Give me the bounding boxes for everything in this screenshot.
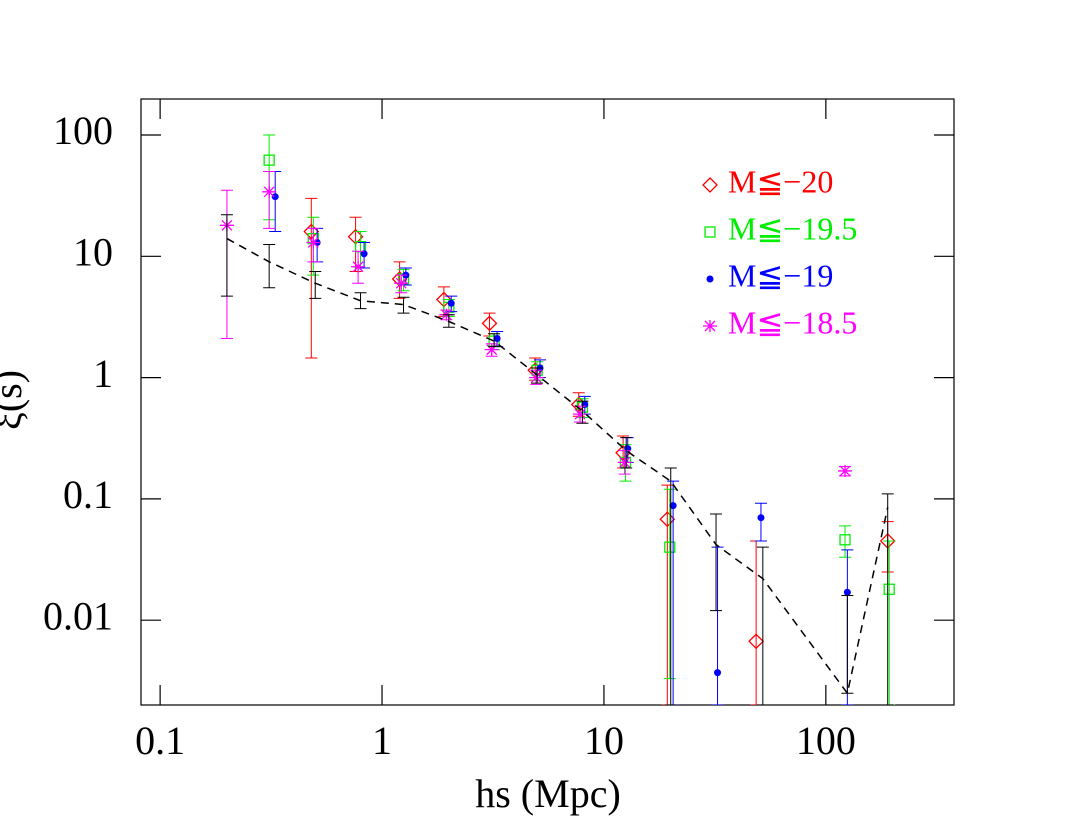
error-bar [710,513,723,612]
error-bar [841,594,854,694]
error-bar [397,296,410,314]
x-tick-label: 10 [584,718,624,763]
point [839,534,851,546]
error-bar [354,292,367,310]
error-bar [883,540,896,705]
error-bar [269,171,282,233]
point [262,185,277,198]
error-bar [661,484,674,705]
plot-area [219,134,896,705]
error-bar [488,333,501,348]
point [481,315,498,332]
legend-marker [703,320,717,332]
error-bar [263,244,276,289]
error-bar [354,231,367,269]
point [838,464,853,477]
x-tick-label: 1 [372,718,392,763]
error-bar [263,171,276,229]
error-bar [750,540,763,705]
error-bar [576,400,589,424]
legend-marker [704,226,716,238]
error-bar [531,367,544,384]
error-bar [664,467,677,705]
y-tick-label: 100 [53,108,113,153]
y-tick-label: 1 [93,351,113,396]
y-tick-label: 0.01 [43,593,113,638]
legend-label: M≦−19 [728,257,833,293]
error-bar [220,214,233,297]
point [669,502,677,510]
error-bar [442,314,455,328]
y-axis-label: ξ(s) [0,370,30,430]
point [303,223,320,240]
point [529,371,544,384]
error-bar [620,437,633,469]
point [572,408,587,421]
point [351,260,366,273]
point [664,541,676,553]
error-bar [839,525,852,558]
legend-marker [702,177,718,193]
point [360,250,368,258]
legend-label: M≦−19.5 [728,210,857,246]
error-bar [754,502,767,542]
point [484,343,499,356]
point [659,511,676,528]
error-bar [711,546,724,705]
point [843,588,851,596]
point [306,236,321,249]
error-bar [756,546,769,705]
error-bar [667,480,680,705]
x-axis-label: hs (Mpc) [475,771,621,816]
point [748,633,765,650]
point [271,193,279,201]
x-tick-label: 100 [796,718,856,763]
plot-frame [140,98,955,706]
point [757,514,765,522]
legend-label: M≦−20 [728,163,833,199]
point [714,669,722,677]
y-tick-label: 10 [73,229,113,274]
point [447,299,455,307]
error-bar [663,488,676,680]
error-bar [309,270,322,299]
y-tick-label: 0.1 [63,472,113,517]
point [394,277,409,290]
point [883,583,895,595]
error-bar [881,493,894,705]
point [493,335,501,343]
legend-label: M≦−18.5 [728,304,857,340]
point [617,456,632,469]
legend-marker [706,275,714,283]
x-tick-label: 0.1 [135,718,185,763]
point [263,154,275,166]
